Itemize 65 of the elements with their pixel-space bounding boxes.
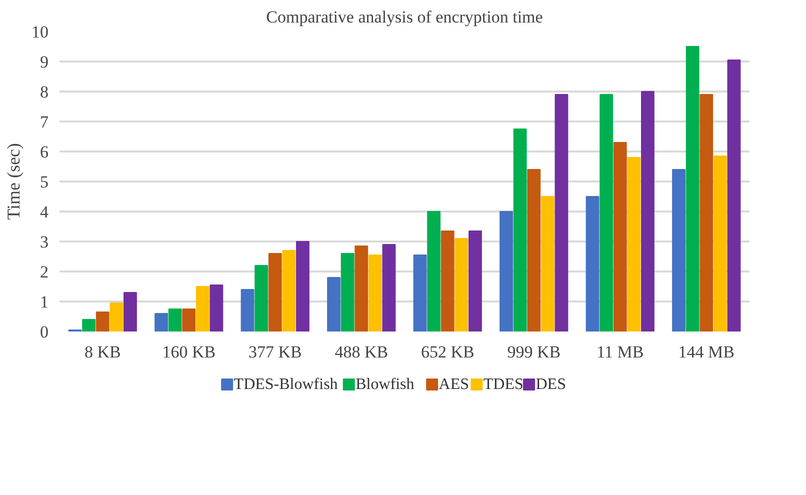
bar xyxy=(700,94,714,332)
y-tick-label: 8 xyxy=(40,82,48,102)
y-tick-label: 1 xyxy=(40,292,48,312)
bar xyxy=(427,211,441,332)
bar xyxy=(672,169,686,332)
bar xyxy=(513,128,527,332)
y-tick-label: 7 xyxy=(40,112,49,132)
bar xyxy=(382,244,396,332)
y-axis-title: Time (sec) xyxy=(4,143,24,220)
y-tick-label: 10 xyxy=(32,22,48,42)
bar xyxy=(368,254,382,332)
bar xyxy=(354,246,368,332)
bar xyxy=(554,94,568,332)
legend-label: TDES-Blowfish xyxy=(234,376,338,393)
legend-label: AES xyxy=(438,376,470,393)
bar xyxy=(500,211,513,332)
bar xyxy=(254,265,268,332)
x-tick-label: 999 KB xyxy=(507,342,561,362)
bar xyxy=(641,91,654,332)
bar xyxy=(613,142,627,332)
bar xyxy=(110,302,124,332)
bar xyxy=(268,253,282,332)
bar xyxy=(413,254,427,332)
bar xyxy=(727,60,741,332)
bar xyxy=(454,238,468,332)
bar xyxy=(240,289,254,332)
bar xyxy=(82,319,96,332)
x-tick-label: 488 KB xyxy=(334,342,388,362)
bar xyxy=(282,250,296,332)
bar xyxy=(182,308,196,332)
bar xyxy=(296,241,310,332)
x-tick-label: 160 KB xyxy=(162,342,216,362)
y-tick-label: 6 xyxy=(40,142,48,162)
bar xyxy=(340,253,354,332)
bar xyxy=(586,196,600,332)
x-tick-label: 652 KB xyxy=(420,342,474,362)
legend-label: Blowfish xyxy=(356,376,414,393)
bar xyxy=(527,169,541,332)
bar xyxy=(96,312,110,332)
x-tick-label: 8 KB xyxy=(84,342,121,362)
x-tick-label: 377 KB xyxy=(248,342,302,362)
y-tick-label: 2 xyxy=(40,262,48,282)
bar xyxy=(168,308,182,332)
bar xyxy=(210,284,224,332)
y-tick-label: 5 xyxy=(40,172,48,192)
bar xyxy=(196,286,210,332)
bar xyxy=(468,230,482,332)
y-tick-label: 4 xyxy=(40,202,49,222)
bar xyxy=(627,157,641,332)
chart-title: Comparative analysis of encryption time xyxy=(266,8,543,26)
bar xyxy=(154,313,168,332)
x-tick-label: 144 MB xyxy=(678,342,734,362)
bar xyxy=(327,277,340,332)
legend-label: DES xyxy=(536,376,566,393)
y-tick-label: 9 xyxy=(40,52,48,72)
legend-label: TDES xyxy=(483,376,524,393)
bar xyxy=(600,94,614,332)
y-tick-label: 0 xyxy=(40,322,48,342)
bar xyxy=(686,46,700,332)
bar xyxy=(713,156,727,332)
bar xyxy=(440,230,454,332)
y-tick-label: 3 xyxy=(40,232,48,252)
x-tick-label: 11 MB xyxy=(596,342,644,362)
bar xyxy=(540,196,554,332)
bar xyxy=(124,292,137,332)
